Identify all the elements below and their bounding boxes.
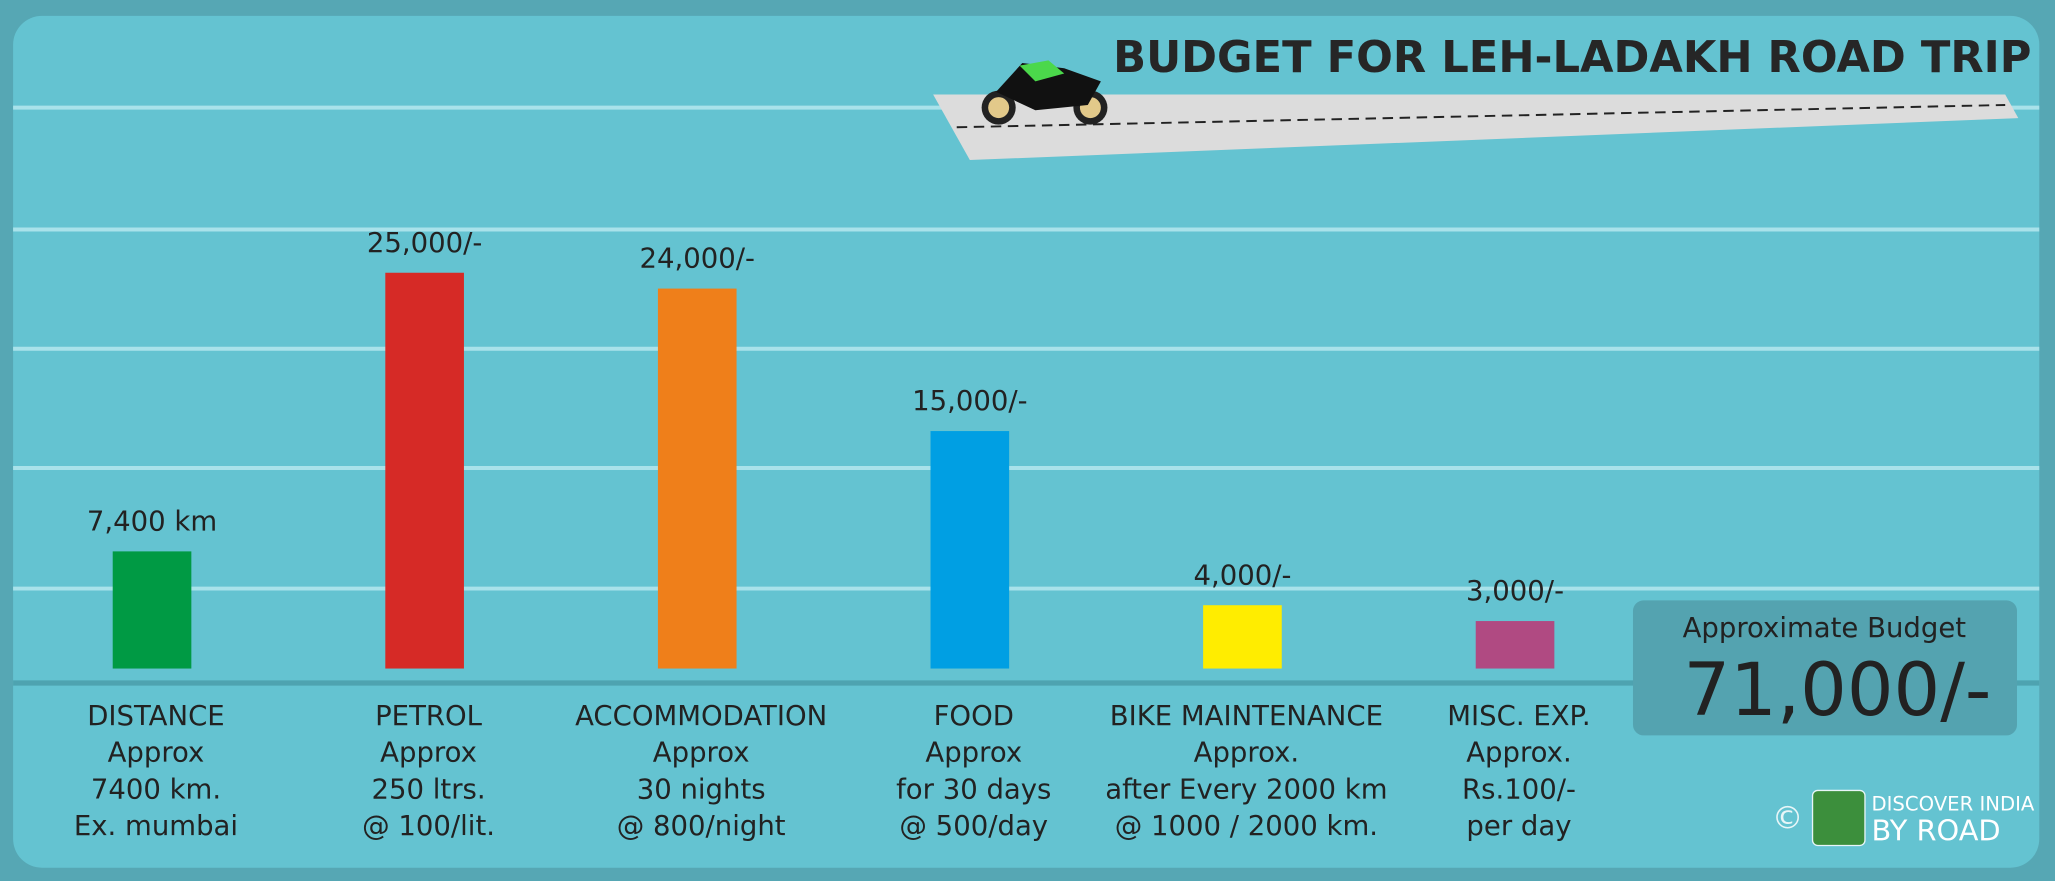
bar xyxy=(385,272,464,669)
category-label: ACCOMMODATION xyxy=(575,700,827,732)
category-description: Rs.100/- xyxy=(1462,773,1576,805)
category-description: Approx xyxy=(925,737,1022,769)
category-description: after Every 2000 km xyxy=(1105,773,1387,805)
bar xyxy=(657,288,737,669)
chart-title: BUDGET FOR LEH-LADAKH ROAD TRIP xyxy=(1113,33,2031,83)
category-description: Approx. xyxy=(1194,737,1299,769)
total-title: Approximate Budget xyxy=(1683,612,1967,644)
road-line xyxy=(956,104,2006,129)
bar xyxy=(930,431,1010,669)
category-description: 250 ltrs. xyxy=(372,773,486,805)
value-label: 3,000/- xyxy=(1466,575,1564,607)
category-description: Ex. mumbai xyxy=(74,810,238,842)
category-description: @ 1000 / 2000 km. xyxy=(1115,810,1378,842)
category-description: Approx xyxy=(380,737,477,769)
total-box xyxy=(1632,600,2017,736)
category-label: DISTANCE xyxy=(87,700,224,732)
value-label: 4,000/- xyxy=(1193,559,1291,591)
category-description: @ 100/lit. xyxy=(362,810,495,842)
category-description: Approx xyxy=(653,737,750,769)
category-description: @ 500/day xyxy=(899,810,1048,842)
bar xyxy=(1203,605,1282,669)
brand-line2: BY ROAD xyxy=(1872,813,2001,847)
category-label: FOOD xyxy=(934,700,1014,732)
category-description: Approx. xyxy=(1466,737,1571,769)
total-value: 71,000/- xyxy=(1683,648,1991,733)
bar xyxy=(112,551,192,669)
bar xyxy=(1475,621,1555,669)
brand-line1: DISCOVER INDIA xyxy=(1872,792,2035,815)
category-label: MISC. EXP. xyxy=(1447,700,1590,732)
category-description: Approx xyxy=(108,737,205,769)
category-label: PETROL xyxy=(375,700,483,732)
category-description: per day xyxy=(1466,810,1571,842)
value-label: 24,000/- xyxy=(639,243,754,275)
category-description: 7400 km. xyxy=(91,773,221,805)
copyright: © xyxy=(1772,800,1803,836)
value-label: 7,400 km xyxy=(87,506,217,538)
category-description: for 30 days xyxy=(896,773,1051,805)
value-label: 25,000/- xyxy=(367,227,482,259)
logo-icon xyxy=(1811,789,1866,847)
motorbike-icon xyxy=(981,60,1108,125)
category-description: @ 800/night xyxy=(617,810,786,842)
category-description: 30 nights xyxy=(637,773,766,805)
value-label: 15,000/- xyxy=(912,385,1027,417)
category-label: BIKE MAINTENANCE xyxy=(1110,700,1383,732)
